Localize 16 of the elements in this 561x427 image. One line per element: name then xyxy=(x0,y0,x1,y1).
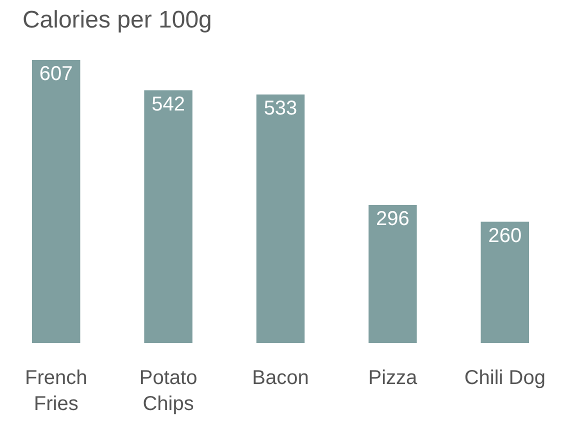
bar xyxy=(368,205,417,343)
bar xyxy=(32,60,80,343)
x-tick-label: Chili Dog xyxy=(464,367,546,389)
bar xyxy=(144,90,192,343)
x-tick-label: Pizza xyxy=(368,367,418,389)
data-label: 607 xyxy=(39,63,73,85)
data-label: 533 xyxy=(264,98,298,120)
x-tick-label: Bacon xyxy=(252,367,309,389)
data-label: 260 xyxy=(488,224,522,247)
bar xyxy=(480,222,530,343)
bar xyxy=(256,94,305,343)
x-tick-label: Potato Chips xyxy=(139,367,198,415)
data-label: 542 xyxy=(152,93,185,116)
chart-title: Calories per 100g xyxy=(22,6,212,34)
x-tick-label: French Fries xyxy=(24,367,88,415)
data-label: 296 xyxy=(376,208,410,230)
